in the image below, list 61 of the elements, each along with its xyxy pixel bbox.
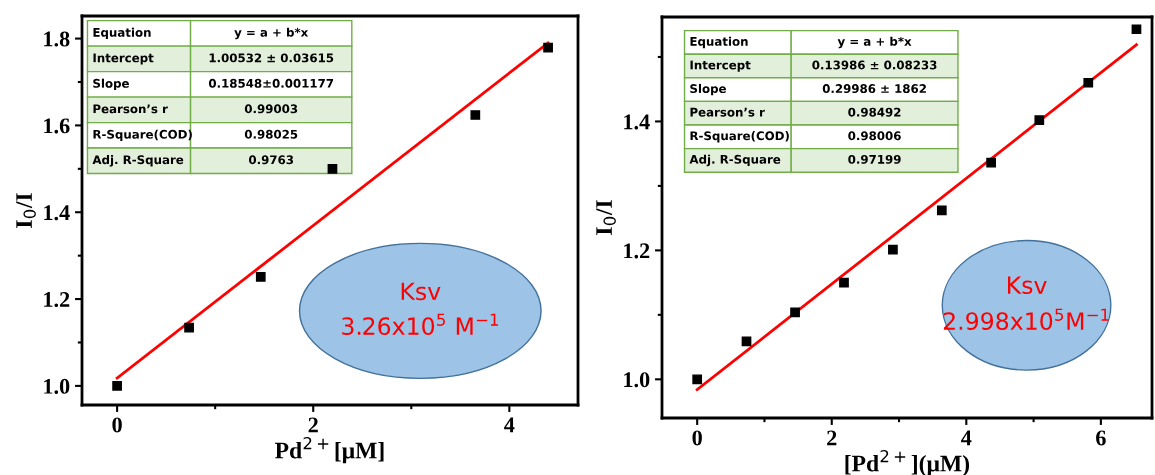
- y-tick-label: 1.4: [624, 114, 650, 130]
- point: [1083, 77, 1094, 88]
- annotation: y = a + b*x: [234, 27, 309, 40]
- annotation: Equation: [93, 27, 151, 40]
- point: [184, 322, 194, 333]
- x-tick-label: 2: [308, 417, 318, 433]
- annotation: Pearson’s r: [690, 107, 765, 117]
- annotation: 0.99003: [244, 104, 298, 114]
- annotation: 0.98025: [244, 129, 298, 139]
- y-tick-label: 1.8: [44, 31, 70, 47]
- point: [986, 157, 996, 168]
- x-tick-label: 6: [1096, 430, 1106, 446]
- point: [543, 42, 553, 53]
- point: [327, 163, 338, 174]
- annotation: Adj. R-Square: [689, 154, 781, 167]
- annotation: 3.26x10$^{5}$ M$^{−1}$: [342, 313, 498, 336]
- annotation: 1.00532 ± 0.03615: [209, 53, 334, 63]
- annotation: R-Square(COD): [690, 131, 789, 143]
- point: [1131, 24, 1142, 35]
- annotation: Pearson’s r: [93, 104, 168, 114]
- y-tick-label: 1.2: [624, 243, 650, 259]
- annotation: Intercept: [690, 60, 751, 72]
- annotation: Slope: [93, 78, 129, 91]
- annotation: Ksv: [401, 282, 441, 301]
- annotation: Ksv: [1008, 276, 1047, 295]
- point: [839, 277, 849, 288]
- y-tick-label: 1.2: [44, 292, 70, 308]
- annotation: 0.9763: [248, 155, 294, 165]
- annotation: Equation: [690, 36, 748, 49]
- annotation: y = a + b*x: [837, 36, 912, 49]
- y-tick-label: 1.0: [44, 378, 70, 394]
- point: [1034, 115, 1045, 126]
- annotation: 0.98006: [848, 131, 901, 141]
- annotation: 0.97199: [848, 154, 901, 164]
- y-axis-title: I$_{0}$/I: [16, 193, 36, 228]
- x-tick-label: 0: [692, 430, 702, 446]
- y-tick-label: 1.6: [44, 118, 70, 134]
- x-tick-label: 2: [827, 430, 837, 446]
- annotation: Intercept: [93, 53, 154, 65]
- y-axis-title: I$_{0}$/I: [596, 200, 616, 235]
- annotation: 0.98492: [848, 107, 901, 117]
- y-tick-label: 1.4: [44, 205, 70, 221]
- x-tick-label: 4: [504, 417, 515, 433]
- x-tick-label: 0: [112, 417, 122, 433]
- point: [112, 381, 122, 391]
- point: [692, 374, 703, 385]
- annotation: Slope: [690, 83, 726, 96]
- annotation: 0.18548±0.001177: [208, 78, 334, 88]
- point: [888, 244, 898, 255]
- x-tick-label: 4: [961, 430, 972, 446]
- annotation: Adj. R-Square: [92, 155, 184, 167]
- annotation: 2.998x10$^{5}$M$^{−1}$: [943, 308, 1109, 331]
- point: [741, 336, 752, 347]
- point: [936, 205, 947, 216]
- y-tick-label: 1.0: [624, 372, 650, 388]
- point: [790, 307, 800, 318]
- annotation: 0.29986 ± 1862: [822, 84, 926, 94]
- annotation: 0.13986 ± 0.08233: [812, 60, 937, 70]
- x-axis-title: Pd$^{2+}$[μM]: [275, 436, 384, 464]
- point: [470, 110, 481, 120]
- point: [255, 272, 266, 282]
